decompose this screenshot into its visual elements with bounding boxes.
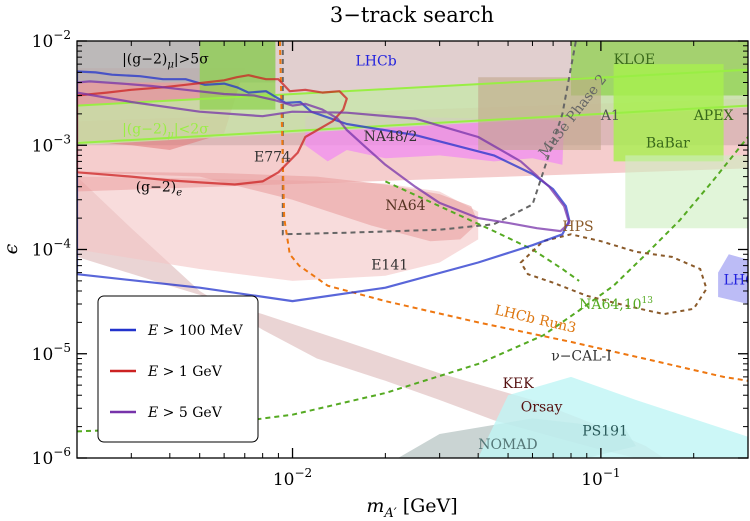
series-e-1-gev	[77, 74, 348, 186]
series-layer	[77, 70, 571, 303]
label-na64-10: NA64,1013	[579, 296, 653, 313]
label-apex: APEX	[693, 108, 734, 124]
x-tick-label: 10−1	[581, 466, 620, 490]
regions-layer	[77, 41, 748, 458]
region-apex	[613, 64, 724, 162]
legend-label-e-100-mev: E > 100 MeV	[147, 323, 244, 339]
y-tick-label: 10−2	[32, 28, 71, 52]
ticks-layer: 10−2 10−1 10−2 10−3 10−4 10−5 10−6	[32, 28, 748, 490]
legend: E > 100 MeV E > 1 GeV E > 5 GeV	[97, 295, 259, 443]
series-e-5-gev	[77, 80, 571, 233]
label-a1: A1	[600, 108, 620, 124]
region-babar-light	[625, 155, 748, 229]
label-gm2-mu-lower: |(g−2)μ|<2σ	[122, 121, 209, 140]
y-tick-label: 10−3	[32, 132, 71, 156]
label-hps: HPS	[562, 219, 593, 235]
y-tick-label: 10−6	[32, 445, 71, 469]
label-lhcb: LHCb	[724, 273, 750, 289]
label-kek: KEK	[503, 376, 535, 392]
region-lhcb-blue-patch	[718, 254, 748, 304]
line-na64-10-13-upper	[384, 180, 580, 282]
label-lhcb: LHCb	[356, 54, 397, 70]
legend-box	[97, 295, 259, 443]
y-axis-label: ϵ	[0, 243, 22, 254]
y-tick-label: 10−4	[32, 237, 72, 261]
label-e774: E774	[254, 149, 291, 165]
x-tick-label: 10−2	[273, 466, 312, 490]
legend-label-e-1-gev: E > 1 GeV	[147, 364, 223, 380]
label-gm2-mu-upper: |(g−2)μ|>5σ	[122, 51, 209, 70]
label-cal-i: ν−CAL-I	[551, 349, 612, 365]
x-axis-label: mA′ [GeV]	[366, 495, 457, 521]
chart-title: 3−track search	[330, 3, 494, 27]
line-g-2-2-band-edge	[77, 104, 748, 144]
line-lhcb-run3	[278, 41, 748, 382]
label-babar: BaBar	[646, 136, 690, 152]
line-g-2-5-band-edge	[77, 68, 748, 107]
label-na64-sup: 13	[642, 296, 654, 306]
label-g-2: (g−2)e	[136, 180, 183, 199]
label-ps191: PS191	[582, 423, 628, 439]
label-na64: NA64	[385, 198, 425, 214]
legend-label-e-5-gev: E > 5 GeV	[147, 405, 223, 421]
label-ge-sub: e	[176, 188, 182, 199]
label-e141: E141	[371, 258, 408, 274]
region-cal-i	[478, 376, 748, 458]
region-a1	[478, 77, 601, 150]
label-orsay: Orsay	[521, 399, 563, 415]
y-tick-label: 10−5	[32, 341, 71, 365]
label-kloe: KLOE	[614, 52, 655, 68]
line-na64-10-13	[77, 136, 748, 433]
label-na48-2: NA48/2	[364, 129, 418, 145]
lines-layer	[77, 41, 748, 433]
region-na64-ellipse	[77, 171, 479, 242]
label-nomad: NOMAD	[478, 437, 537, 453]
